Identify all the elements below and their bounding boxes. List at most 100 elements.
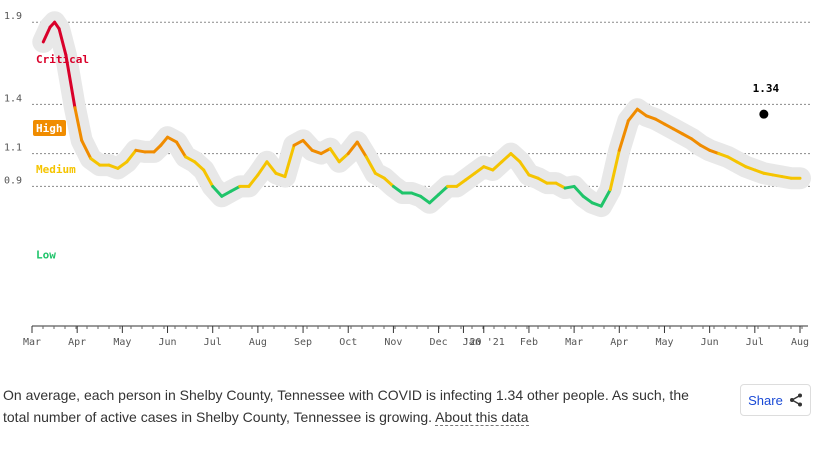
rt-line-segment (73, 106, 84, 142)
rt-line-segment (500, 152, 513, 164)
rt-line-segment (229, 184, 242, 193)
rt-line-segment (220, 189, 233, 198)
rt-line-segment (134, 148, 147, 154)
x-tick-label: Apr (610, 337, 628, 348)
about-data-link[interactable]: About this data (435, 409, 529, 426)
summary-text: On average, each person in Shelby County… (3, 384, 715, 428)
zone-label-critical: Critical (36, 53, 89, 66)
rt-line-segment (175, 140, 188, 159)
rt-line-segment (373, 171, 386, 180)
zone-label-high: High (36, 122, 63, 135)
rt-line-segment (419, 194, 432, 205)
rt-line-segment (780, 175, 793, 180)
rt-line-segment (608, 148, 621, 192)
rt-line-segment (717, 152, 730, 159)
rt-line-segment (57, 27, 68, 57)
y-tick-label: 1.1 (4, 143, 22, 154)
rt-line-segment (211, 184, 224, 198)
x-tick-label: Jun (701, 337, 719, 348)
rt-line-segment (518, 160, 531, 177)
x-tick-label: Sep (294, 337, 312, 348)
rt-line-segment (653, 117, 666, 126)
share-label: Share (748, 392, 783, 408)
rt-line-segment (563, 184, 576, 190)
x-tick-label: Nov (384, 337, 402, 348)
rt-line-segment (527, 173, 540, 180)
rt-line-segment (382, 176, 395, 188)
x-tick-label: '20 (463, 337, 481, 348)
confidence-band-shape (32, 11, 811, 218)
rt-line-segment (464, 171, 477, 182)
x-tick-label: Mar (565, 337, 583, 348)
rt-series-line (41, 20, 802, 208)
rt-line-segment (509, 152, 522, 164)
x-tick-label: Mar (23, 337, 41, 348)
rt-line-segment (328, 147, 341, 164)
share-icon (789, 393, 802, 407)
rt-line-segment (482, 165, 495, 172)
rt-line-segment (41, 25, 52, 44)
current-value-dot (759, 109, 769, 119)
rt-line-segment (292, 138, 305, 147)
rt-line-segment (590, 201, 603, 208)
rt-line-segment (265, 160, 278, 175)
share-button[interactable]: Share (740, 384, 811, 416)
rt-line-segment (64, 53, 77, 110)
x-tick-label: Feb (520, 337, 538, 348)
rt-line-segment (80, 138, 93, 161)
rt-line-segment (599, 188, 612, 208)
rt-line-segment (437, 184, 450, 197)
y-tick-label: 1.4 (4, 93, 22, 104)
rt-line-segment (107, 163, 120, 170)
rt-line-segment (690, 137, 703, 147)
rt-line-segment (319, 147, 332, 156)
rt-line-segment (409, 191, 423, 198)
confidence-band (32, 11, 811, 218)
y-axis: 1.9 1.4 1.1 0.9 (4, 11, 22, 186)
rt-line-chart: 1.9 1.4 1.1 0.9 Critical High Medium Low Mar Ap… (4, 11, 812, 348)
rt-line-segment (355, 140, 368, 159)
rt-line-segment (708, 148, 721, 156)
current-value-label: 1.34 (753, 82, 780, 95)
rt-line-segment (644, 114, 657, 121)
rt-line-segment (274, 171, 287, 179)
x-tick-label: Dec (430, 337, 448, 348)
rt-line-segment (428, 193, 441, 205)
rt-line-segment (554, 181, 567, 190)
rt-line-segment (726, 155, 739, 164)
zone-badge-high (33, 119, 66, 136)
x-tick-label: Jun (158, 337, 176, 348)
rt-line-segment (455, 178, 468, 188)
zone-label-low: Low (36, 248, 56, 261)
x-tick-label: Jan '21 (463, 337, 505, 348)
rt-line-segment (301, 138, 314, 152)
x-tick-label: Oct (339, 337, 357, 348)
rt-line-segment (735, 160, 748, 169)
rt-line-segment (202, 168, 215, 188)
current-value-marker: 1.34 (753, 82, 780, 119)
x-tick-label: Aug (249, 337, 267, 348)
rt-line-segment (536, 176, 549, 185)
rt-line-segment (572, 184, 585, 198)
rt-line-segment (672, 127, 685, 136)
rt-line-segment (626, 107, 639, 123)
rt-line-segment (193, 160, 206, 172)
x-tick-label: Jul (746, 337, 764, 348)
rt-line-segment (283, 143, 296, 179)
rt-line-segment (116, 160, 129, 170)
rt-line-segment (391, 184, 404, 195)
rt-line-segment (681, 132, 694, 141)
rt-line-segment (256, 160, 269, 177)
rt-line-segment (184, 155, 197, 164)
rt-line-segment (125, 148, 138, 164)
x-tick-label: May (113, 337, 131, 348)
rt-line-segment (753, 168, 766, 175)
rt-line-segment (617, 119, 630, 152)
rt-line-segment (337, 152, 350, 164)
rt-line-segment (581, 194, 594, 205)
rt-line-segment (159, 135, 170, 147)
rt-line-segment (247, 173, 260, 188)
x-tick-label: May (655, 337, 673, 348)
x-tick-label: Apr (68, 337, 86, 348)
